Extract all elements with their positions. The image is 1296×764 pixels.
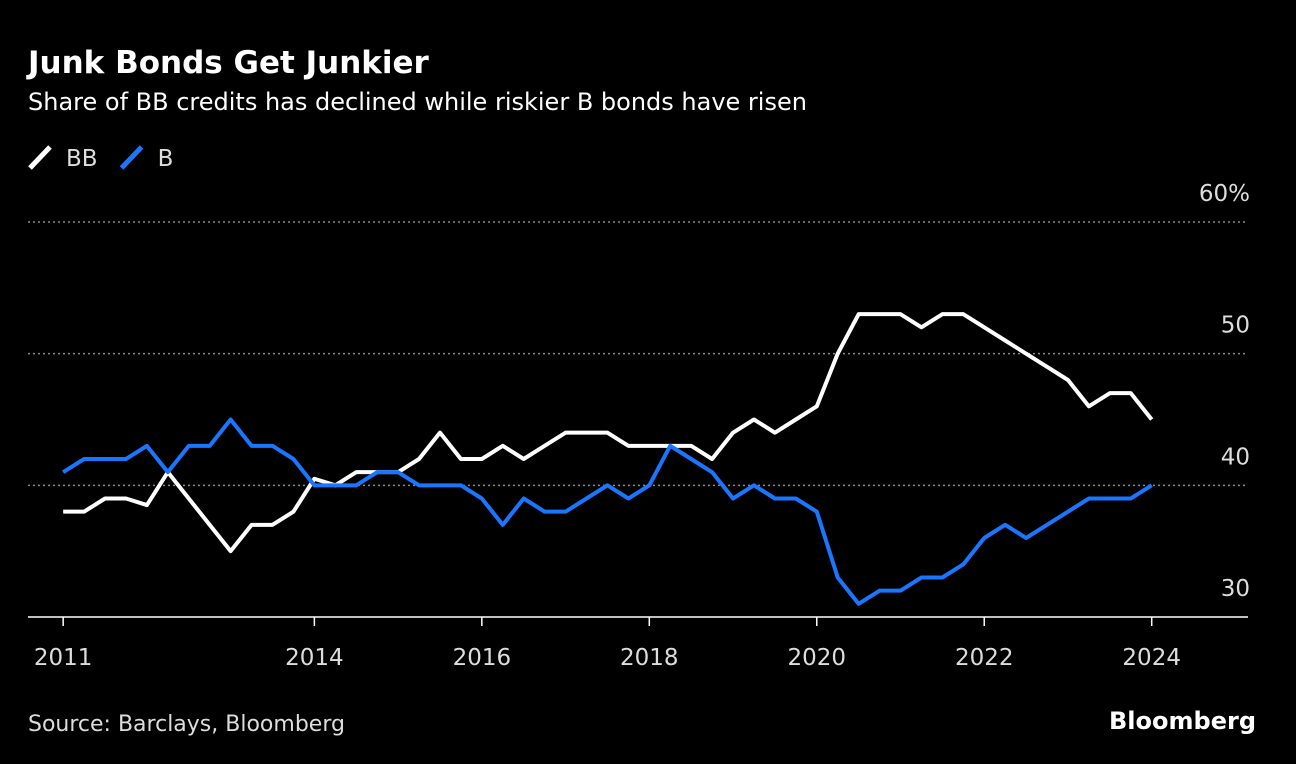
chart-title: Junk Bonds Get Junkier xyxy=(26,45,430,81)
legend-swatch xyxy=(119,145,144,170)
brand: Bloomberg xyxy=(1109,707,1256,735)
series-line xyxy=(62,417,1153,606)
x-tick-label: 2024 xyxy=(1122,645,1181,671)
x-tick-label: 2011 xyxy=(34,645,93,671)
series-line xyxy=(63,312,1154,554)
chart-subtitle: Share of BB credits has declined while r… xyxy=(28,88,807,116)
y-tick-label: 60% xyxy=(1199,181,1250,207)
x-tick-label: 2020 xyxy=(787,645,846,671)
y-tick-label: 40 xyxy=(1221,444,1250,470)
y-tick-label: 30 xyxy=(1221,576,1250,602)
legend-swatch xyxy=(28,145,52,170)
y-tick-label: 50 xyxy=(1221,313,1250,339)
x-tick-label: 2016 xyxy=(453,645,512,671)
x-tick-label: 2018 xyxy=(620,645,679,671)
source: Source: Barclays, Bloomberg xyxy=(28,712,345,737)
legend-label: B xyxy=(158,146,174,172)
legend-label: BB xyxy=(66,146,98,172)
x-tick-label: 2022 xyxy=(955,645,1014,671)
x-tick-label: 2014 xyxy=(285,645,344,671)
